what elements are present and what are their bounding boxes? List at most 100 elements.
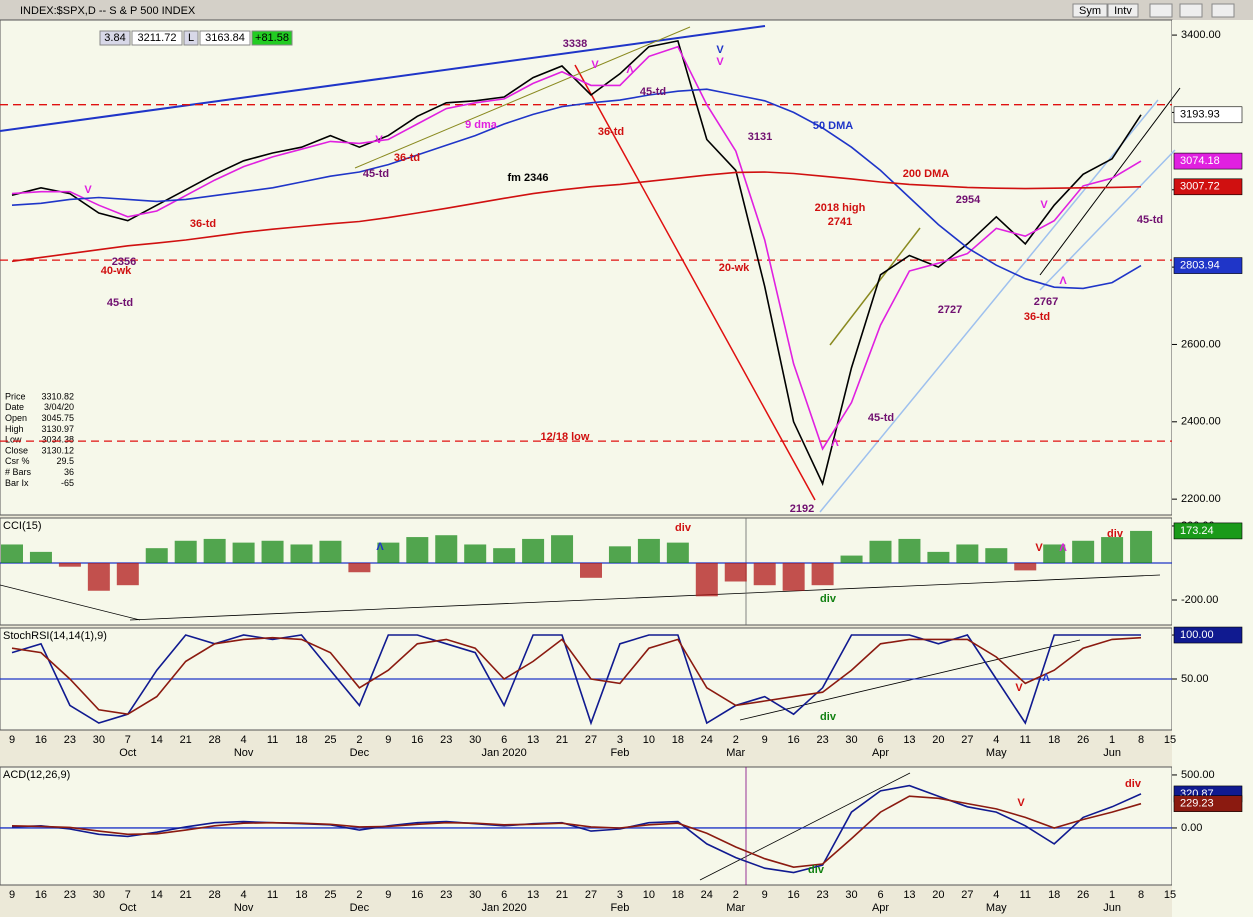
annotation: div <box>808 864 825 876</box>
x-tick-label: 13 <box>903 734 915 746</box>
x-tick-label: 25 <box>324 889 336 901</box>
x-tick-label: 14 <box>151 889 163 901</box>
last-value-label: 3074.18 <box>1180 155 1220 167</box>
histogram-bar <box>87 562 110 591</box>
annotation: div <box>1107 528 1124 540</box>
x-tick-label: 2 <box>356 734 362 746</box>
annotation: V <box>375 134 383 146</box>
quote-text: 3.84 <box>104 32 125 44</box>
x-tick-label: 16 <box>788 734 800 746</box>
info-value: 3130.12 <box>41 445 74 455</box>
month-label: May <box>986 902 1007 914</box>
last-value-box <box>1173 178 1243 196</box>
annotation: 45-td <box>107 297 133 309</box>
info-key: Open <box>5 413 27 423</box>
histogram-bar <box>290 544 313 563</box>
x-tick-label: 18 <box>672 734 684 746</box>
x-tick-label: 8 <box>1138 734 1144 746</box>
x-tick-label: 9 <box>762 889 768 901</box>
month-label: Jan 2020 <box>482 902 527 914</box>
annotation: Λ <box>1042 672 1050 684</box>
maximize[interactable] <box>1179 3 1203 18</box>
month-label: Dec <box>350 747 370 759</box>
last-value-box <box>1173 522 1243 540</box>
histogram-bar <box>898 538 921 563</box>
close[interactable] <box>1211 3 1235 18</box>
price-panel <box>0 19 1173 516</box>
data-line <box>11 795 1142 869</box>
month-label: Mar <box>726 902 745 914</box>
x-tick-label: 4 <box>993 734 999 746</box>
x-tick-label: 23 <box>440 889 452 901</box>
trend-line <box>129 574 1161 621</box>
info-value: 3045.75 <box>41 413 74 423</box>
x-tick-label: 30 <box>845 889 857 901</box>
title-bar <box>0 0 1253 20</box>
trend-line <box>0 25 766 132</box>
x-tick-label: 21 <box>180 889 192 901</box>
histogram-bar <box>174 540 197 563</box>
sym-button[interactable] <box>1072 3 1108 18</box>
histogram-bar <box>869 540 892 563</box>
x-tick-label: 26 <box>1077 734 1089 746</box>
trend-line <box>0 584 141 621</box>
quote-text: +81.58 <box>255 32 289 44</box>
x-tick-label: 20 <box>932 734 944 746</box>
last-value-box <box>1173 795 1243 812</box>
histogram-bar <box>348 562 371 573</box>
data-line <box>11 636 1142 716</box>
annotation: V <box>1017 797 1025 809</box>
histogram-bar <box>377 542 400 563</box>
x-tick-label: 7 <box>125 889 131 901</box>
histogram-bar <box>724 562 747 582</box>
x-tick-label: 16 <box>35 734 47 746</box>
trend-line <box>574 64 816 501</box>
minimize[interactable] <box>1149 3 1173 18</box>
x-tick-label: 13 <box>527 734 539 746</box>
x-tick-label: 2 <box>356 889 362 901</box>
panel-title: ACD(12,26,9) <box>3 769 70 781</box>
window-title: INDEX:$SPX,D -- S & P 500 INDEX <box>20 5 196 17</box>
annotation: fm 2346 <box>508 172 549 184</box>
intv-button[interactable] <box>1107 3 1139 18</box>
x-tick-label: 3 <box>617 889 623 901</box>
x-tick-label: 18 <box>295 889 307 901</box>
x-tick-label: 30 <box>469 734 481 746</box>
info-value: 3034.38 <box>41 435 74 445</box>
annotation: div <box>675 522 692 534</box>
last-value-label: 2803.94 <box>1180 259 1220 271</box>
trend-line <box>699 772 911 881</box>
last-value-box <box>1173 626 1243 644</box>
y-tick-label: 2400.00 <box>1181 416 1221 428</box>
annotation: div <box>1125 778 1142 790</box>
x-tick-label: 9 <box>385 734 391 746</box>
histogram-bar <box>261 540 284 563</box>
annotation: Λ <box>1059 275 1067 287</box>
last-value-label: 3007.72 <box>1180 181 1220 193</box>
data-line <box>11 45 1142 451</box>
intv-label[interactable]: Intv <box>1114 5 1132 17</box>
x-tick-label: 16 <box>411 889 423 901</box>
last-value-label: 229.23 <box>1180 798 1214 810</box>
x-tick-label: 11 <box>267 734 278 746</box>
histogram-bar <box>551 535 574 563</box>
month-label: Oct <box>119 747 136 759</box>
x-tick-label: 15 <box>1164 889 1176 901</box>
info-key: Low <box>5 435 22 445</box>
trend-line <box>819 99 1159 513</box>
x-tick-label: 14 <box>151 734 163 746</box>
sym-label[interactable]: Sym <box>1079 5 1101 17</box>
info-key: Bar Ix <box>5 478 29 488</box>
month-label: Mar <box>726 747 745 759</box>
info-value: 29.5 <box>56 456 74 466</box>
x-tick-label: 27 <box>585 734 597 746</box>
x-tick-label: 30 <box>93 734 105 746</box>
annotation: div <box>820 593 837 605</box>
annotation: 2018 high <box>815 202 866 214</box>
x-tick-label: 18 <box>1048 889 1060 901</box>
month-label: Apr <box>872 902 889 914</box>
histogram-bar <box>840 555 863 563</box>
trend-line <box>354 26 691 169</box>
x-tick-label: 27 <box>961 889 973 901</box>
